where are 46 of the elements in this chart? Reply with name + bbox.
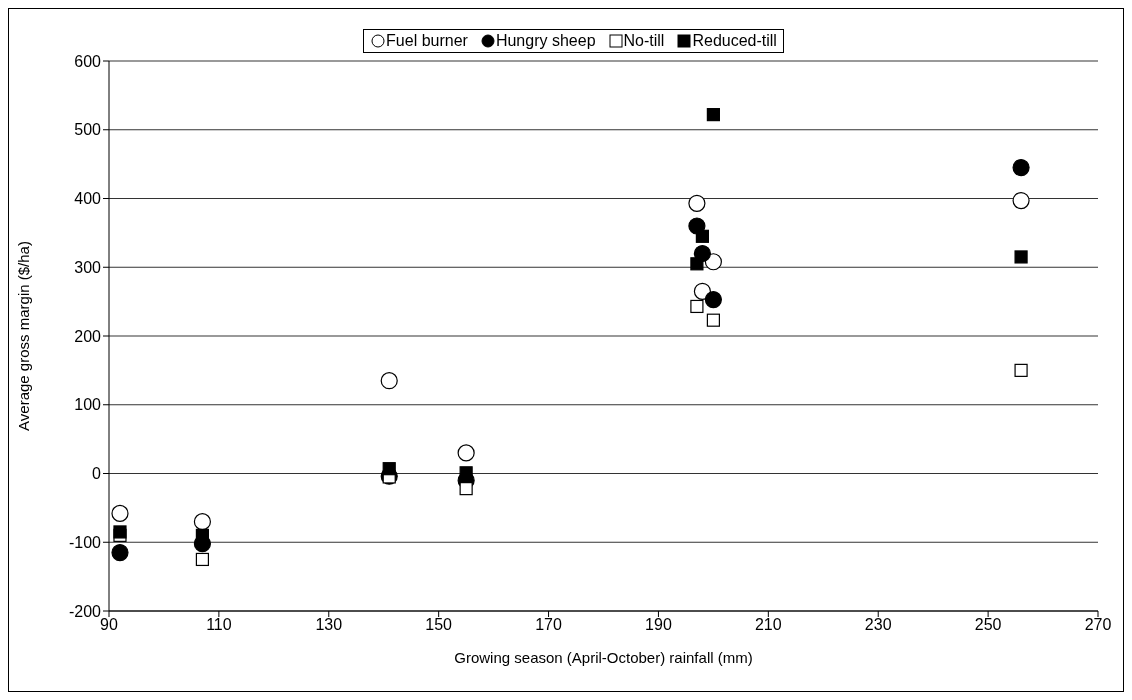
y-tick-label: -200 [68, 602, 102, 620]
x-tick-label: 190 [645, 616, 672, 634]
x-tick-label: 150 [425, 616, 453, 634]
point [1014, 250, 1028, 264]
x-tick-label: 90 [100, 616, 118, 634]
point [195, 552, 210, 567]
point [1012, 158, 1030, 177]
legend-label: Fuel burner [385, 32, 468, 50]
x-tick-label: 130 [315, 616, 343, 634]
y-tick-label: -100 [68, 533, 102, 551]
point [695, 229, 709, 243]
point [706, 108, 720, 122]
y-tick-label: 200 [74, 327, 102, 345]
x-axis-title: Growing season (April-October) rainfall (mm) [454, 649, 753, 666]
point [459, 482, 473, 496]
y-tick-label: 100 [74, 396, 102, 414]
point [1012, 191, 1030, 210]
x-tick-label: 270 [1084, 616, 1112, 634]
x-tick-label: 250 [974, 616, 1002, 634]
point [688, 194, 706, 212]
point [111, 543, 129, 562]
y-tick-label: 400 [74, 190, 102, 208]
point [380, 372, 398, 390]
point [457, 444, 475, 462]
x-tick-label: 110 [206, 616, 232, 634]
y-tick-label: 300 [74, 258, 102, 276]
point [690, 299, 704, 314]
point [111, 504, 129, 522]
y-tick-label: 600 [74, 52, 102, 70]
point [193, 513, 212, 531]
point [704, 253, 722, 271]
y-tick-label: 500 [74, 121, 102, 139]
point [382, 462, 396, 476]
point [1014, 363, 1028, 377]
legend-label: No-till [622, 32, 665, 50]
x-tick-label: 210 [754, 616, 782, 634]
x-tick-label: 170 [535, 616, 562, 634]
point [690, 257, 704, 271]
y-tick-label: 0 [92, 465, 102, 483]
legend-label: Hungry sheep [494, 32, 596, 50]
point [706, 313, 720, 327]
point [704, 290, 722, 309]
point [693, 282, 711, 300]
legend-label: Reduced-till [691, 32, 777, 50]
y-axis-title: Average gross margin ($/ha) [15, 241, 33, 431]
x-tick-label: 230 [864, 616, 892, 634]
